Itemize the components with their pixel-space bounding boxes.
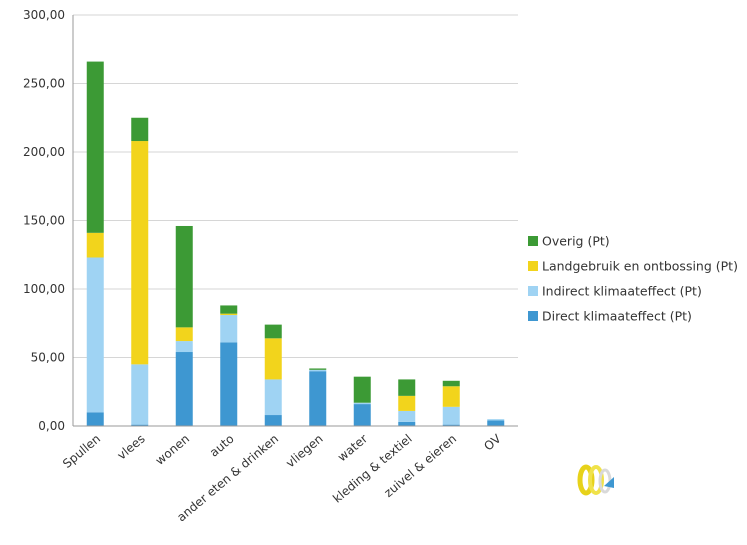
y-tick-label: 300,00 <box>23 8 65 22</box>
legend-label: Overig (Pt) <box>542 234 610 249</box>
bar-segment <box>442 380 460 387</box>
legend-swatch <box>528 261 538 271</box>
x-tick-label: vlees <box>115 432 148 463</box>
bar-segment <box>353 404 371 426</box>
bar-segment <box>442 386 460 407</box>
x-tick-label: water <box>335 432 370 465</box>
bar-segment <box>175 225 193 328</box>
y-tick-label: 150,00 <box>23 214 65 228</box>
bar-segment <box>264 379 282 416</box>
bar-segment <box>175 327 193 342</box>
y-tick-label: 100,00 <box>23 282 65 296</box>
legend-swatch <box>528 311 538 321</box>
bar-segment <box>131 424 149 426</box>
x-tick-label: OV <box>481 431 504 453</box>
bar-segment <box>220 315 238 343</box>
x-tick-label: Spullen <box>60 432 103 471</box>
x-tick-label: wonen <box>153 432 192 468</box>
axes <box>72 15 518 427</box>
bar-segment <box>487 419 505 421</box>
y-tick-label: 50,00 <box>31 351 65 365</box>
bar-segment <box>86 257 104 413</box>
bar-segment <box>220 342 238 426</box>
bar-segment <box>86 232 104 258</box>
legend: Overig (Pt) Landgebruik en ontbossing (Pt… <box>528 234 738 324</box>
x-tick-label: kleding & textiel <box>330 432 415 506</box>
bar-segment <box>309 369 327 372</box>
bar-segment <box>398 421 416 426</box>
bar-segment <box>442 424 460 426</box>
legend-label: Indirect klimaateffect (Pt) <box>542 284 702 299</box>
x-tick-label: auto <box>207 432 237 460</box>
legend-label: Direct klimaateffect (Pt) <box>542 309 692 324</box>
bar-segment <box>131 117 149 142</box>
bar-segment <box>131 141 149 365</box>
legend-label: Landgebruik en ontbossing (Pt) <box>542 259 738 274</box>
bar-segment <box>353 376 371 403</box>
x-tick-label: vliegen <box>283 432 326 471</box>
bar-segment <box>175 341 193 353</box>
bar-segment <box>398 379 416 396</box>
bar-segment <box>353 402 371 405</box>
bar-segment <box>309 368 327 370</box>
bar-segment <box>131 364 149 425</box>
legend-swatch <box>528 236 538 246</box>
bar-segment <box>220 305 238 314</box>
legend-swatch <box>528 286 538 296</box>
bar-segment <box>398 395 416 411</box>
bar-segment <box>175 352 193 426</box>
bar-segment <box>86 61 104 233</box>
bar-segment <box>264 324 282 339</box>
bar-segment <box>398 410 416 422</box>
y-axis-ticks: 0,00 50,00 100,00 150,00 200,00 250,00 300,00 <box>23 8 65 433</box>
bar-segment <box>220 313 238 316</box>
y-tick-label: 250,00 <box>23 77 65 91</box>
bar-segment <box>86 412 104 426</box>
bar-segment <box>264 415 282 426</box>
bar-segment <box>309 371 327 426</box>
logo-icon <box>577 464 614 496</box>
bar-segment <box>264 338 282 380</box>
bar-segment <box>487 420 505 426</box>
y-tick-label: 0,00 <box>38 419 65 433</box>
bar-segment <box>442 406 460 425</box>
bars <box>86 61 505 426</box>
y-tick-label: 200,00 <box>23 145 65 159</box>
